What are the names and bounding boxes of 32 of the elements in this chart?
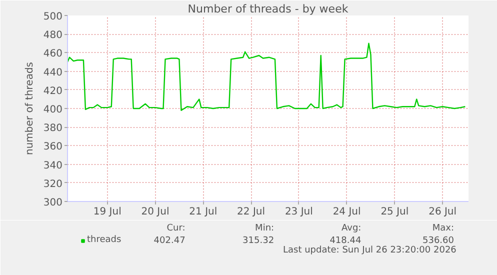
text: Min: [255,224,274,234]
x-tick-label: 26 Jul [428,206,457,218]
y-tick-label: 420 [43,86,63,97]
x-tick-label: 25 Jul [380,206,409,218]
x-tick-label: 23 Jul [284,206,313,218]
text: 536.60 [422,236,454,246]
y-axis-title: number of threads [24,62,36,156]
text: Last update: Sun Jul 26 23:20:00 2026 [282,246,457,256]
x-tick-label: 20 Jul [141,206,170,218]
y-tick-label: 360 [43,142,63,153]
y-tick-label: 460 [43,48,63,60]
y-tick-label: 340 [43,160,63,172]
x-tick-label: 22 Jul [237,206,266,218]
y-tick-label: 400 [43,104,63,116]
y-tick-label: 300 [43,198,63,208]
text: Avg: [341,224,362,234]
text: 402.47 [154,236,186,246]
text: 418.44 [330,236,362,246]
y-tick-label: 440 [43,67,63,78]
x-tick-label: 21 Jul [189,206,218,218]
y-tick-label: 500 [43,12,63,22]
legend-label: threads [87,235,122,245]
text: 315.32 [242,236,274,246]
x-tick-label: 19 Jul [93,206,122,218]
y-tick-label: 480 [43,30,63,42]
line-series [68,42,466,111]
x-tick-label: 24 Jul [332,206,361,218]
text: Cur: [166,224,186,234]
text: Max: [432,224,454,234]
chart-title: Number of threads - by week [188,2,349,16]
y-tick-label: 320 [43,178,63,190]
y-tick-label: 380 [43,123,63,134]
